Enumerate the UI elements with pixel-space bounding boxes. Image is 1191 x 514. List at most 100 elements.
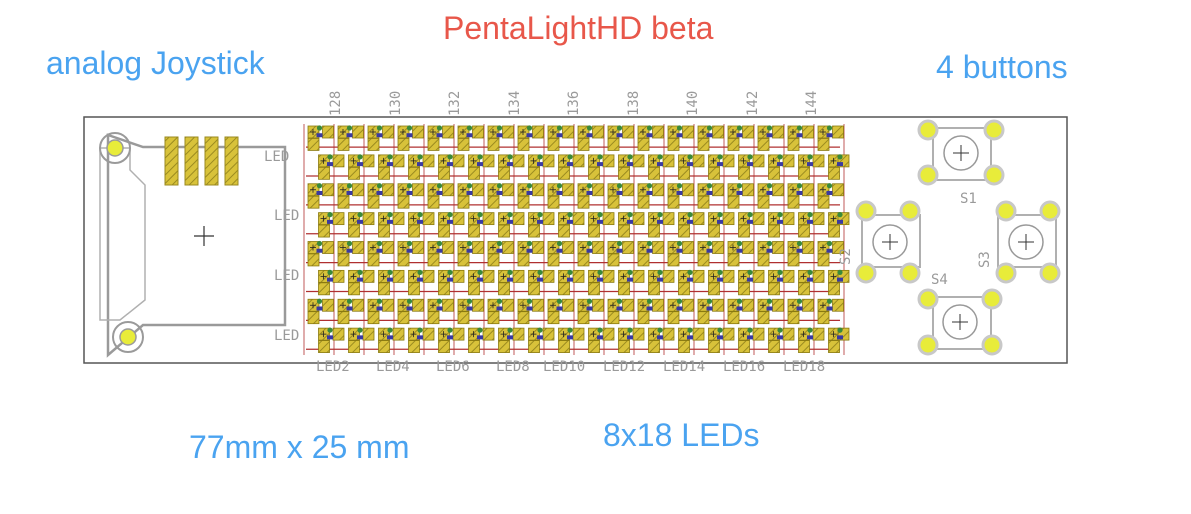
led-chip bbox=[766, 306, 773, 311]
led-pad bbox=[662, 212, 675, 226]
led-pad bbox=[618, 166, 630, 180]
via bbox=[706, 183, 713, 189]
via bbox=[387, 154, 393, 160]
led-chip bbox=[567, 335, 573, 340]
led-pad bbox=[482, 269, 495, 283]
led-cell bbox=[367, 240, 394, 267]
tactile-buttons: S1 S2 S3 bbox=[838, 119, 1061, 356]
led-pad bbox=[517, 253, 530, 267]
led-chip bbox=[586, 190, 593, 195]
led-cell bbox=[828, 154, 850, 180]
led-chip bbox=[376, 133, 383, 138]
led-pad bbox=[472, 241, 484, 254]
led-chip bbox=[597, 277, 603, 282]
led-pad bbox=[562, 298, 574, 312]
led-cell bbox=[468, 327, 495, 353]
led-cell bbox=[708, 212, 735, 238]
led-cell bbox=[457, 298, 484, 325]
led-pad bbox=[528, 340, 540, 353]
led-pad bbox=[517, 138, 530, 151]
led-pad bbox=[618, 224, 630, 238]
led-chip bbox=[537, 162, 543, 167]
led-chip bbox=[417, 335, 423, 340]
led-side-label: LED bbox=[274, 208, 299, 224]
led-cell bbox=[727, 183, 754, 209]
led-number-label: 144 bbox=[804, 91, 820, 116]
led-pad bbox=[602, 327, 615, 341]
led-chip bbox=[316, 248, 323, 253]
led-cell bbox=[817, 125, 844, 151]
led-pad bbox=[768, 340, 780, 353]
led-pad bbox=[757, 311, 770, 325]
led-chip bbox=[706, 190, 713, 195]
led-pad bbox=[588, 166, 600, 180]
led-label: LED2 bbox=[316, 359, 350, 375]
led-cell bbox=[798, 327, 825, 353]
led-pad bbox=[592, 125, 604, 139]
led-cell bbox=[307, 240, 334, 267]
led-pad bbox=[828, 282, 840, 296]
led-pad bbox=[727, 311, 740, 325]
via bbox=[676, 240, 683, 247]
led-pad bbox=[692, 154, 705, 168]
led-pad bbox=[472, 125, 484, 139]
led-pad bbox=[648, 166, 660, 180]
led-pad bbox=[498, 224, 510, 238]
led-chip bbox=[766, 190, 773, 195]
via bbox=[657, 154, 663, 160]
via bbox=[627, 154, 633, 160]
led-chip bbox=[747, 277, 753, 282]
led-chip bbox=[807, 277, 813, 282]
led-cell bbox=[397, 240, 424, 267]
led-pad bbox=[382, 125, 394, 139]
led-pad bbox=[502, 125, 514, 139]
led-pad bbox=[502, 298, 514, 312]
led-chip bbox=[766, 248, 773, 253]
led-pad bbox=[367, 253, 380, 267]
led-cell bbox=[787, 298, 814, 325]
led-pad bbox=[768, 166, 780, 180]
led-pad bbox=[798, 166, 810, 180]
via bbox=[807, 269, 813, 275]
via bbox=[807, 327, 813, 333]
led-pad bbox=[837, 212, 850, 226]
via bbox=[777, 154, 783, 160]
led-pad bbox=[512, 154, 525, 168]
led-cell bbox=[348, 212, 375, 238]
via bbox=[387, 269, 393, 275]
led-cell bbox=[468, 269, 495, 296]
led-chip bbox=[526, 248, 533, 253]
via bbox=[807, 212, 813, 218]
via bbox=[316, 125, 323, 131]
led-cell bbox=[517, 183, 544, 209]
via bbox=[766, 240, 773, 247]
led-cell bbox=[558, 212, 585, 238]
via bbox=[736, 240, 743, 247]
via bbox=[357, 154, 363, 160]
led-pad bbox=[637, 311, 650, 325]
led-pad bbox=[408, 340, 420, 353]
via bbox=[837, 269, 843, 275]
led-chip bbox=[507, 219, 513, 224]
led-pad bbox=[487, 253, 500, 267]
led-pad bbox=[337, 195, 350, 209]
joystick-pad bbox=[204, 136, 219, 186]
led-pad bbox=[592, 298, 604, 312]
led-pad bbox=[337, 138, 350, 151]
led-pad bbox=[678, 340, 690, 353]
led-cell bbox=[588, 327, 615, 353]
led-cell bbox=[517, 240, 544, 267]
led-chip bbox=[837, 219, 843, 224]
led-pad bbox=[322, 241, 334, 254]
led-pad bbox=[787, 311, 800, 325]
led-cell bbox=[558, 327, 585, 353]
led-chip bbox=[346, 248, 353, 253]
led-pad bbox=[442, 125, 454, 139]
led-chip bbox=[646, 248, 653, 253]
led-cell bbox=[828, 327, 850, 353]
led-cell bbox=[378, 212, 405, 238]
via bbox=[616, 240, 623, 247]
led-pad bbox=[768, 224, 780, 238]
led-chip bbox=[706, 306, 713, 311]
led-pad bbox=[427, 138, 440, 151]
